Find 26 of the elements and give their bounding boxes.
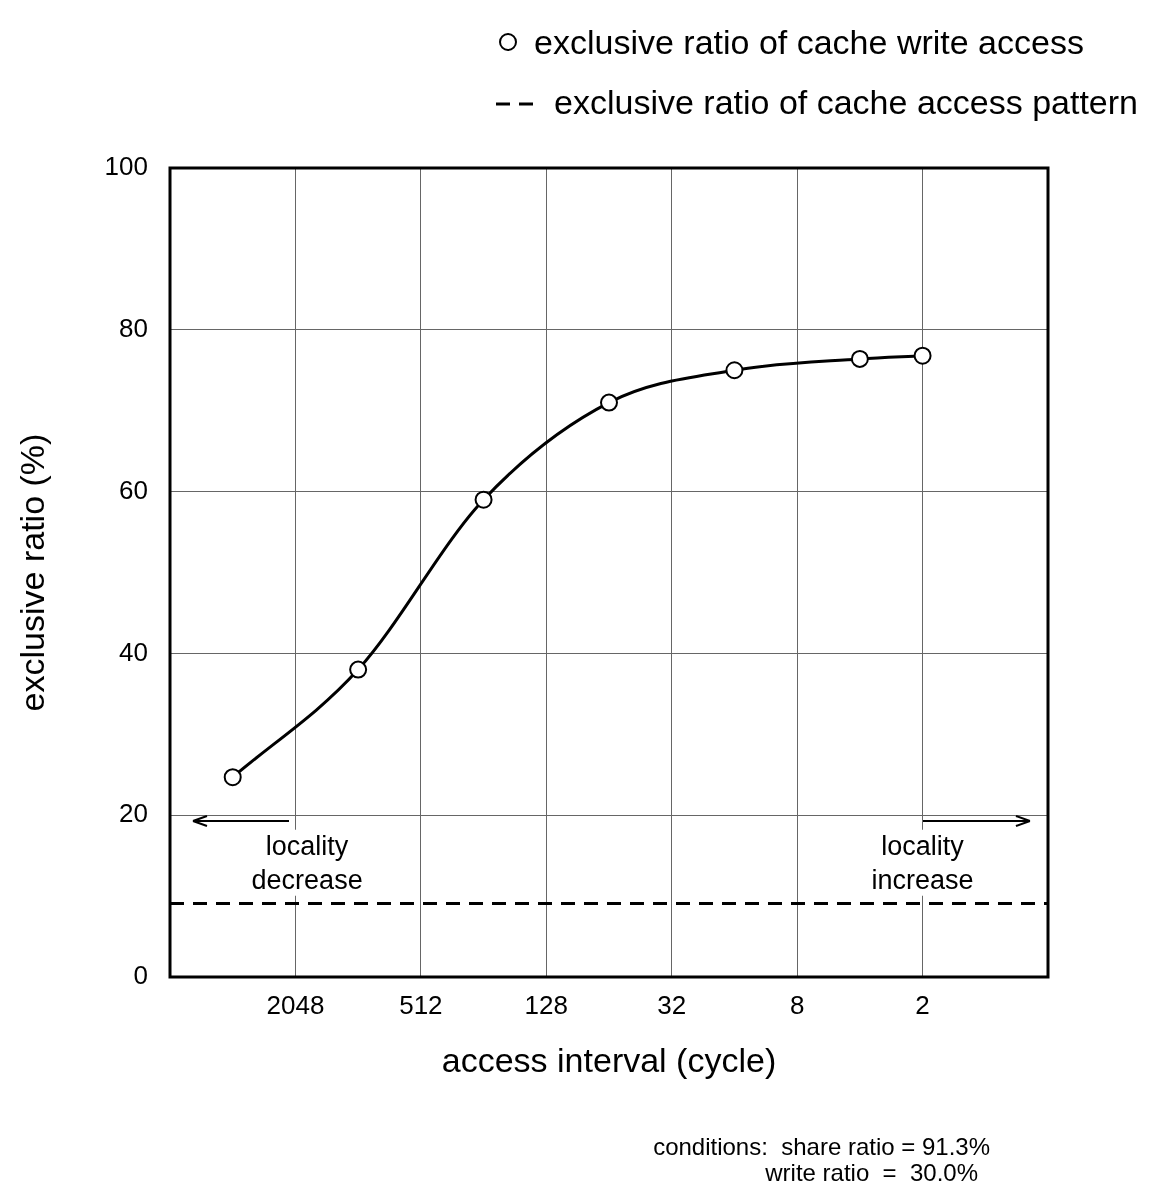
point [349,660,368,679]
y-tick-label: 0 [133,960,148,991]
y-tick-label: 20 [119,798,148,829]
point [850,349,869,368]
text: conditions: share ratio = 91.3% [653,1132,990,1160]
x-tick-label: 512 [399,989,443,1020]
text: write ratio = 30.0% [764,1158,978,1186]
y-tick-label: 40 [119,636,148,667]
x-axis-title: access interval (cycle) [441,1040,777,1079]
y-axis-title: exclusive ratio (%) [12,433,51,712]
annotation: locality decrease [251,831,363,896]
legend-label: exclusive ratio of cache write access [534,22,1084,62]
legend-label: exclusive ratio of cache access pattern [554,82,1138,122]
point [725,361,744,380]
x-tick-label: 8 [789,989,805,1020]
x-tick-label: 2 [915,989,930,1020]
y-tick-label: 100 [104,151,148,182]
x-tick-label: 2048 [266,989,325,1020]
point [223,768,242,787]
point [474,490,493,509]
x-tick-label: 32 [657,989,687,1020]
y-tick-label: 80 [119,312,148,343]
annotation: locality increase [871,831,974,896]
point [600,393,618,412]
x-tick-label: 128 [524,989,568,1020]
y-tick-label: 60 [119,474,148,505]
